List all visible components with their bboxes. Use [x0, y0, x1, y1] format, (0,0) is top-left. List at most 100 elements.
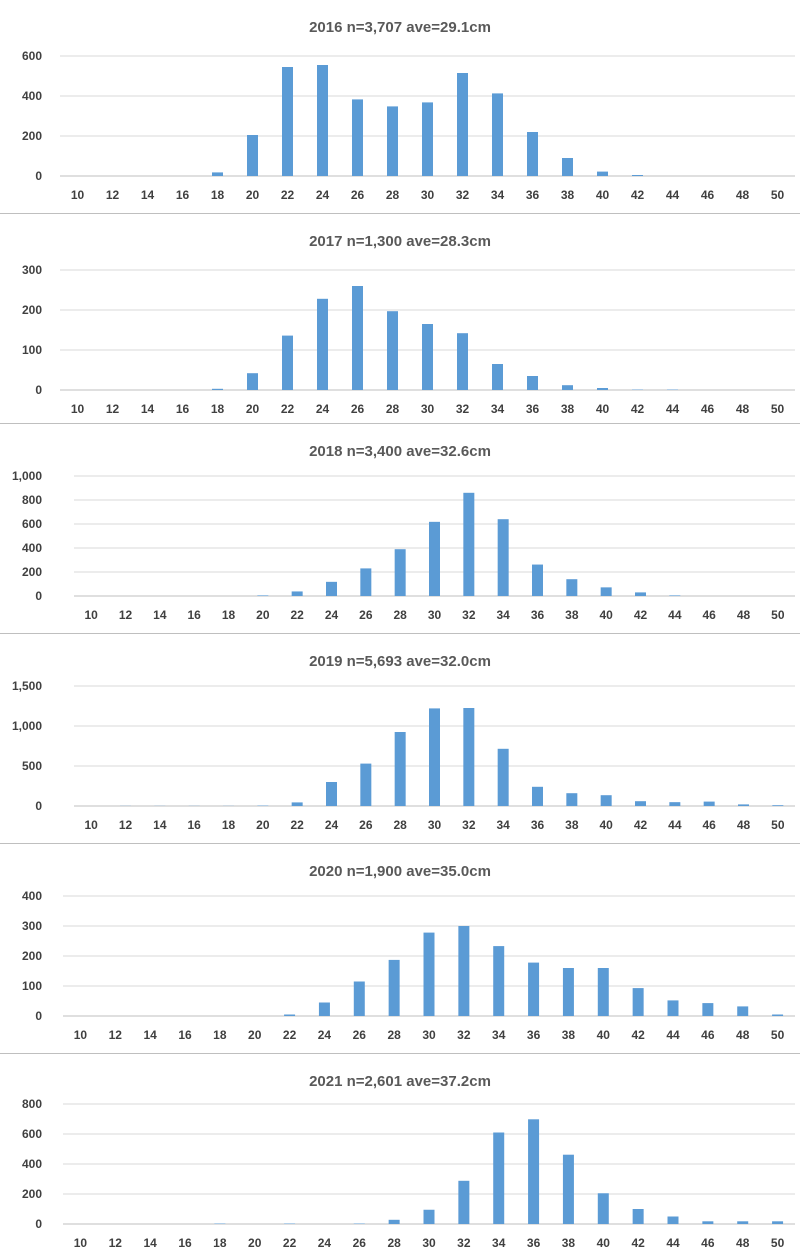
x-tick-label: 36 — [526, 402, 540, 416]
x-tick-label: 14 — [141, 188, 155, 202]
bar-30 — [423, 932, 435, 1016]
x-tick-label: 10 — [84, 818, 98, 832]
x-tick-label: 26 — [353, 1028, 367, 1042]
x-tick-label: 42 — [631, 188, 645, 202]
x-tick-label: 28 — [393, 608, 407, 622]
x-tick-label: 50 — [771, 1236, 785, 1250]
x-tick-label: 26 — [353, 1236, 367, 1250]
x-tick-label: 46 — [701, 402, 715, 416]
bar-32 — [463, 492, 475, 596]
bar-42 — [635, 592, 646, 596]
bar-34 — [493, 1132, 505, 1224]
x-tick-label: 40 — [596, 188, 610, 202]
x-tick-label: 46 — [702, 818, 716, 832]
y-tick-label: 200 — [22, 129, 42, 143]
bar-24 — [326, 581, 337, 596]
x-tick-label: 26 — [359, 818, 373, 832]
y-tick-label: 300 — [22, 919, 42, 933]
x-tick-label: 20 — [256, 818, 270, 832]
x-tick-label: 44 — [666, 1236, 680, 1250]
x-tick-label: 16 — [187, 608, 201, 622]
x-tick-label: 16 — [187, 818, 201, 832]
x-tick-label: 36 — [527, 1028, 541, 1042]
bar-22 — [291, 591, 303, 596]
bar-36 — [528, 1119, 540, 1224]
x-tick-label: 10 — [74, 1236, 88, 1250]
x-tick-label: 48 — [736, 402, 750, 416]
x-tick-label: 46 — [702, 608, 716, 622]
chart-svg-1: 2017 n=1,300 ave=28.3cm 0 100 200 300 10 12 14 1… — [0, 233, 800, 424]
bar-44 — [669, 802, 681, 806]
x-tick-label: 22 — [281, 188, 295, 202]
bar-48 — [737, 1221, 749, 1224]
x-tick-label: 16 — [178, 1236, 192, 1250]
chart-title: 2019 n=5,693 ave=32.0cm — [309, 653, 491, 670]
x-tick-label: 20 — [248, 1028, 262, 1042]
y-tick-label: 600 — [22, 49, 42, 63]
x-tick-label: 50 — [771, 402, 785, 416]
x-tick-label: 42 — [631, 1028, 645, 1042]
x-tick-label: 42 — [634, 818, 648, 832]
x-tick-label: 14 — [143, 1236, 157, 1250]
x-tick-label: 34 — [496, 818, 510, 832]
bar-34 — [497, 519, 509, 596]
y-tick-label: 300 — [22, 263, 42, 277]
bar-22 — [282, 67, 293, 176]
bar-20 — [247, 135, 258, 176]
x-tick-label: 10 — [74, 1028, 88, 1042]
bar-46 — [703, 801, 715, 806]
x-tick-label: 12 — [119, 818, 133, 832]
x-tick-label: 46 — [701, 1028, 715, 1042]
x-tick-label: 42 — [634, 608, 648, 622]
chart-panel-4: 2020 n=1,900 ave=35.0cm 0 100 200 300 400 10 12… — [0, 844, 800, 1054]
y-tick-label: 200 — [22, 1187, 42, 1201]
chart-title: 2017 n=1,300 ave=28.3cm — [309, 233, 491, 250]
x-tick-label: 42 — [631, 402, 645, 416]
x-tick-label: 22 — [290, 818, 304, 832]
x-tick-label: 30 — [422, 1028, 436, 1042]
chart-title: 2020 n=1,900 ave=35.0cm — [309, 863, 491, 880]
bar-24 — [317, 65, 328, 176]
x-tick-label: 24 — [318, 1028, 332, 1042]
bar-30 — [423, 1209, 435, 1224]
x-tick-label: 22 — [281, 402, 295, 416]
chart-svg-3: 2019 n=5,693 ave=32.0cm 0 500 1,000 1,500 10 1… — [0, 653, 800, 844]
bar-36 — [528, 962, 540, 1016]
bar-20 — [247, 373, 258, 390]
x-tick-label: 44 — [668, 818, 682, 832]
x-tick-label: 36 — [527, 1236, 541, 1250]
x-tick-label: 22 — [283, 1236, 297, 1250]
x-tick-label: 28 — [386, 402, 400, 416]
chart-svg-0: 2016 n=3,707 ave=29.1cm 0 200 400 600 10 12 14 1… — [0, 19, 800, 214]
bar-26 — [360, 568, 372, 596]
bar-22 — [282, 335, 293, 390]
x-tick-label: 30 — [422, 1236, 436, 1250]
x-tick-label: 20 — [248, 1236, 262, 1250]
bar-30 — [429, 708, 440, 806]
bar-18 — [212, 172, 223, 176]
x-tick-label: 38 — [561, 402, 575, 416]
y-tick-label: 200 — [22, 303, 42, 317]
y-tick-label: 200 — [22, 565, 42, 579]
bar-44 — [667, 1000, 679, 1016]
y-tick-label: 800 — [22, 493, 42, 507]
x-tick-label: 50 — [771, 188, 785, 202]
x-tick-label: 34 — [492, 1028, 506, 1042]
x-tick-label: 20 — [256, 608, 270, 622]
x-tick-label: 40 — [599, 608, 613, 622]
x-tick-label: 32 — [457, 1028, 471, 1042]
x-tick-label: 10 — [84, 608, 98, 622]
x-tick-label: 30 — [421, 188, 435, 202]
bar-28 — [387, 311, 398, 390]
x-tick-label: 22 — [283, 1028, 297, 1042]
chart-panel-3: 2019 n=5,693 ave=32.0cm 0 500 1,000 1,500 10 1… — [0, 634, 800, 844]
chart-title: 2021 n=2,601 ave=37.2cm — [309, 1073, 491, 1090]
bar-40 — [597, 388, 608, 390]
x-tick-label: 48 — [737, 818, 751, 832]
bar-26 — [353, 981, 365, 1016]
x-tick-label: 20 — [246, 188, 260, 202]
x-tick-label: 34 — [491, 188, 505, 202]
chart-svg-2: 2018 n=3,400 ave=32.6cm 0 200 400 600 800 1,00… — [0, 443, 800, 634]
x-tick-label: 32 — [462, 818, 476, 832]
x-tick-label: 12 — [109, 1028, 123, 1042]
